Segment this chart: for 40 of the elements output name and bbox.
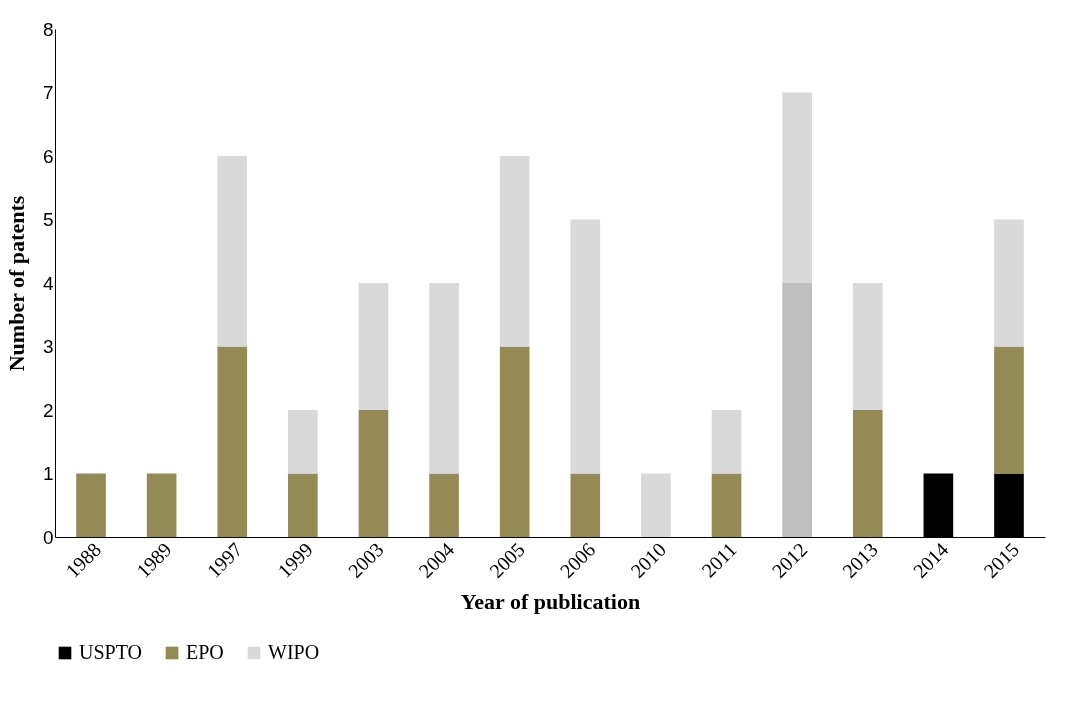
bar (288, 473, 318, 537)
bar (782, 92, 812, 283)
bar (711, 473, 742, 537)
bar (217, 156, 248, 347)
bar (994, 346, 1024, 474)
x-tick-label: 2011 (697, 538, 741, 582)
bar (358, 410, 389, 537)
x-axis-title: Year of publication (460, 588, 641, 614)
x-tick-label: 1989 (131, 538, 176, 582)
legend-label: EPO (186, 641, 224, 663)
bar (146, 473, 177, 537)
bar (429, 283, 459, 474)
bar (570, 473, 601, 537)
bar (641, 473, 671, 537)
bar (429, 473, 459, 537)
bar (217, 346, 248, 537)
y-tick-label: 7 (42, 82, 54, 103)
y-tick-label: 3 (42, 336, 54, 357)
bar (499, 346, 530, 537)
bar (288, 410, 318, 474)
y-tick-label: 0 (42, 526, 54, 548)
bar (852, 283, 883, 410)
y-tick-label: 8 (42, 18, 54, 40)
bar (499, 156, 530, 347)
y-tick-label: 5 (42, 209, 54, 230)
bar (852, 410, 883, 537)
x-tick-label: 1999 (273, 538, 317, 582)
bar (782, 283, 812, 537)
bar (358, 283, 389, 410)
bar (570, 219, 601, 474)
y-tick-label: 6 (42, 145, 54, 167)
bar (76, 473, 106, 537)
y-tick-label: 2 (42, 399, 54, 421)
y-tick-label: 4 (42, 272, 54, 294)
legend-label: USPTO (79, 641, 142, 663)
y-axis-title: Number of patents (3, 195, 29, 372)
y-tick-label: 1 (42, 463, 54, 484)
bar (994, 219, 1024, 347)
bar (711, 410, 742, 474)
legend-label: WIPO (268, 641, 320, 663)
